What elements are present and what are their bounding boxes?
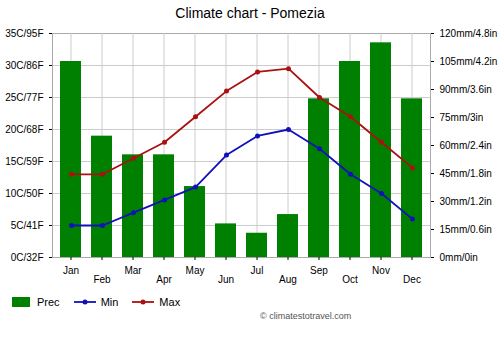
svg-text:0C/32F: 0C/32F bbox=[11, 252, 44, 263]
svg-text:90mm/3.6in: 90mm/3.6in bbox=[440, 84, 492, 95]
svg-text:60mm/2.4in: 60mm/2.4in bbox=[440, 140, 492, 151]
svg-text:30C/86F: 30C/86F bbox=[5, 60, 43, 71]
svg-text:45mm/1.8in: 45mm/1.8in bbox=[440, 168, 492, 179]
html-text:Min: Min bbox=[100, 296, 119, 308]
svg-text:35C/95F: 35C/95F bbox=[5, 28, 43, 39]
svg-text:Nov: Nov bbox=[372, 265, 390, 276]
svg-text:15C/59F: 15C/59F bbox=[5, 156, 43, 167]
svg-text:Dec: Dec bbox=[403, 274, 421, 285]
html-text:Prec: Prec bbox=[37, 296, 60, 308]
svg-text:20C/68F: 20C/68F bbox=[5, 124, 43, 135]
svg-text:105mm/4.2in: 105mm/4.2in bbox=[440, 56, 498, 67]
html-text:Climate chart - Pomezia: Climate chart - Pomezia bbox=[175, 5, 325, 21]
svg-text:10C/50F: 10C/50F bbox=[5, 188, 43, 199]
svg-text:0mm/0in: 0mm/0in bbox=[440, 252, 478, 263]
html-text:Max: Max bbox=[159, 296, 181, 308]
svg-text:Jun: Jun bbox=[218, 274, 234, 285]
svg-text:15mm/0.6in: 15mm/0.6in bbox=[440, 224, 492, 235]
svg-text:Sep: Sep bbox=[310, 265, 328, 276]
svg-text:Aug: Aug bbox=[279, 274, 297, 285]
svg-text:May: May bbox=[186, 265, 205, 276]
svg-text:5C/41F: 5C/41F bbox=[11, 220, 44, 231]
svg-text:Mar: Mar bbox=[124, 265, 142, 276]
svg-text:Jul: Jul bbox=[251, 265, 264, 276]
svg-text:25C/77F: 25C/77F bbox=[5, 92, 43, 103]
svg-text:75mm/3in: 75mm/3in bbox=[440, 112, 484, 123]
svg-text:Oct: Oct bbox=[342, 274, 358, 285]
svg-text:Apr: Apr bbox=[156, 274, 172, 285]
html-text:© climatestotravel.com: © climatestotravel.com bbox=[260, 311, 352, 321]
svg-text:Jan: Jan bbox=[63, 265, 79, 276]
svg-text:30mm/1.2in: 30mm/1.2in bbox=[440, 196, 492, 207]
svg-text:Feb: Feb bbox=[93, 274, 111, 285]
svg-text:120mm/4.8in: 120mm/4.8in bbox=[440, 28, 498, 39]
